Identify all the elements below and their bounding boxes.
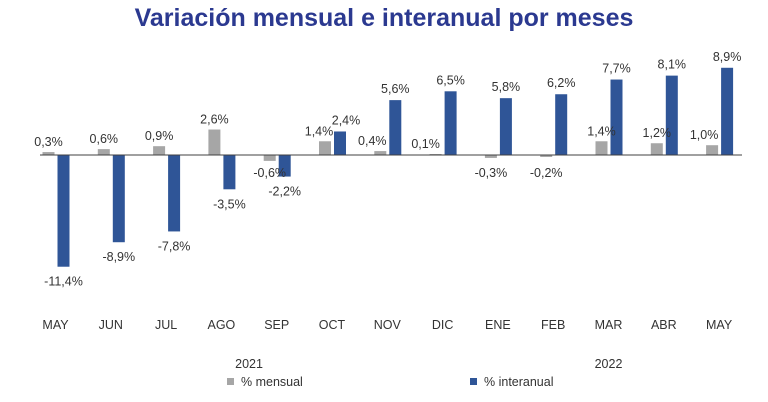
label-interanual-4: -2,2% <box>268 185 301 199</box>
label-interanual-0: -11,4% <box>44 275 83 289</box>
label-mensual-8: -0,3% <box>475 166 508 180</box>
chart-title: Variación mensual e interanual por meses <box>134 4 634 32</box>
bar-mensual-may-12 <box>706 145 719 155</box>
x-tick-label-10: MAR <box>595 318 623 332</box>
bar-interanual-mar-10 <box>610 79 623 155</box>
x-tick-label-1: JUN <box>99 318 123 332</box>
label-mensual-3: 2,6% <box>200 113 229 127</box>
label-mensual-4: -0,6% <box>253 166 286 180</box>
bar-mensual-feb-9 <box>540 155 553 157</box>
bar-interanual-dic-7 <box>444 91 457 155</box>
label-interanual-2: -7,8% <box>158 239 191 253</box>
label-interanual-5: 2,4% <box>332 113 361 127</box>
bar-interanual-abr-11 <box>665 75 678 155</box>
bar-mensual-may-0 <box>42 152 55 155</box>
label-mensual-9: -0,2% <box>530 166 563 180</box>
x-tick-label-7: DIC <box>432 318 454 332</box>
bar-interanual-ene-8 <box>499 98 512 155</box>
legend-label-interanual: % interanual <box>484 375 554 389</box>
bar-mensual-ago-3 <box>208 129 221 155</box>
bar-interanual-sep-4 <box>278 155 291 177</box>
label-mensual-0: 0,3% <box>34 135 63 149</box>
x-tick-label-8: ENE <box>485 318 511 332</box>
bar-mensual-sep-4 <box>263 155 276 161</box>
legend-swatch-interanual <box>470 378 477 385</box>
legend-swatch-mensual <box>227 378 234 385</box>
label-interanual-11: 8,1% <box>658 58 687 72</box>
bar-mensual-oct-5 <box>319 141 331 155</box>
bar-mensual-ene-8 <box>484 155 497 158</box>
label-mensual-11: 1,2% <box>643 126 672 140</box>
bar-interanual-ago-3 <box>223 155 236 190</box>
label-interanual-10: 7,7% <box>602 62 631 76</box>
x-tick-label-4: SEP <box>264 318 289 332</box>
x-tick-label-11: ABR <box>651 318 677 332</box>
bar-mensual-mar-10 <box>595 141 608 155</box>
bar-interanual-jun-1 <box>112 155 125 243</box>
bar-mensual-abr-11 <box>650 143 663 155</box>
bar-interanual-feb-9 <box>555 94 568 155</box>
label-mensual-2: 0,9% <box>145 129 174 143</box>
label-mensual-7: 0,1% <box>411 137 440 151</box>
x-tick-label-5: OCT <box>319 318 346 332</box>
label-mensual-5: 1,4% <box>305 124 334 138</box>
year-group-label-2022: 2022 <box>595 357 623 371</box>
bar-interanual-may-12 <box>721 67 734 155</box>
x-tick-label-0: MAY <box>42 318 69 332</box>
x-tick-label-12: MAY <box>706 318 733 332</box>
label-mensual-1: 0,6% <box>90 132 119 146</box>
label-mensual-6: 0,4% <box>358 134 387 148</box>
legend-label-mensual: % mensual <box>241 375 303 389</box>
bar-interanual-oct-5 <box>334 131 346 155</box>
bar-mensual-jul-2 <box>153 146 166 155</box>
bar-interanual-nov-6 <box>389 100 402 155</box>
bar-mensual-nov-6 <box>374 151 387 155</box>
x-tick-label-6: NOV <box>374 318 402 332</box>
label-interanual-6: 5,6% <box>381 82 410 96</box>
label-interanual-7: 6,5% <box>436 73 465 87</box>
label-interanual-12: 8,9% <box>713 50 742 64</box>
x-tick-label-9: FEB <box>541 318 565 332</box>
x-tick-label-2: JUL <box>155 318 177 332</box>
label-mensual-12: 1,0% <box>690 128 719 142</box>
year-group-label-2021: 2021 <box>235 357 263 371</box>
bar-interanual-may-0 <box>57 155 70 267</box>
label-interanual-8: 5,8% <box>492 80 521 94</box>
label-interanual-1: -8,9% <box>102 250 135 264</box>
bar-interanual-jul-2 <box>168 155 181 232</box>
bar-mensual-jun-1 <box>97 149 110 155</box>
x-tick-label-3: AGO <box>208 318 236 332</box>
label-interanual-3: -3,5% <box>213 197 246 211</box>
label-mensual-10: 1,4% <box>587 124 616 138</box>
label-interanual-9: 6,2% <box>547 76 576 90</box>
